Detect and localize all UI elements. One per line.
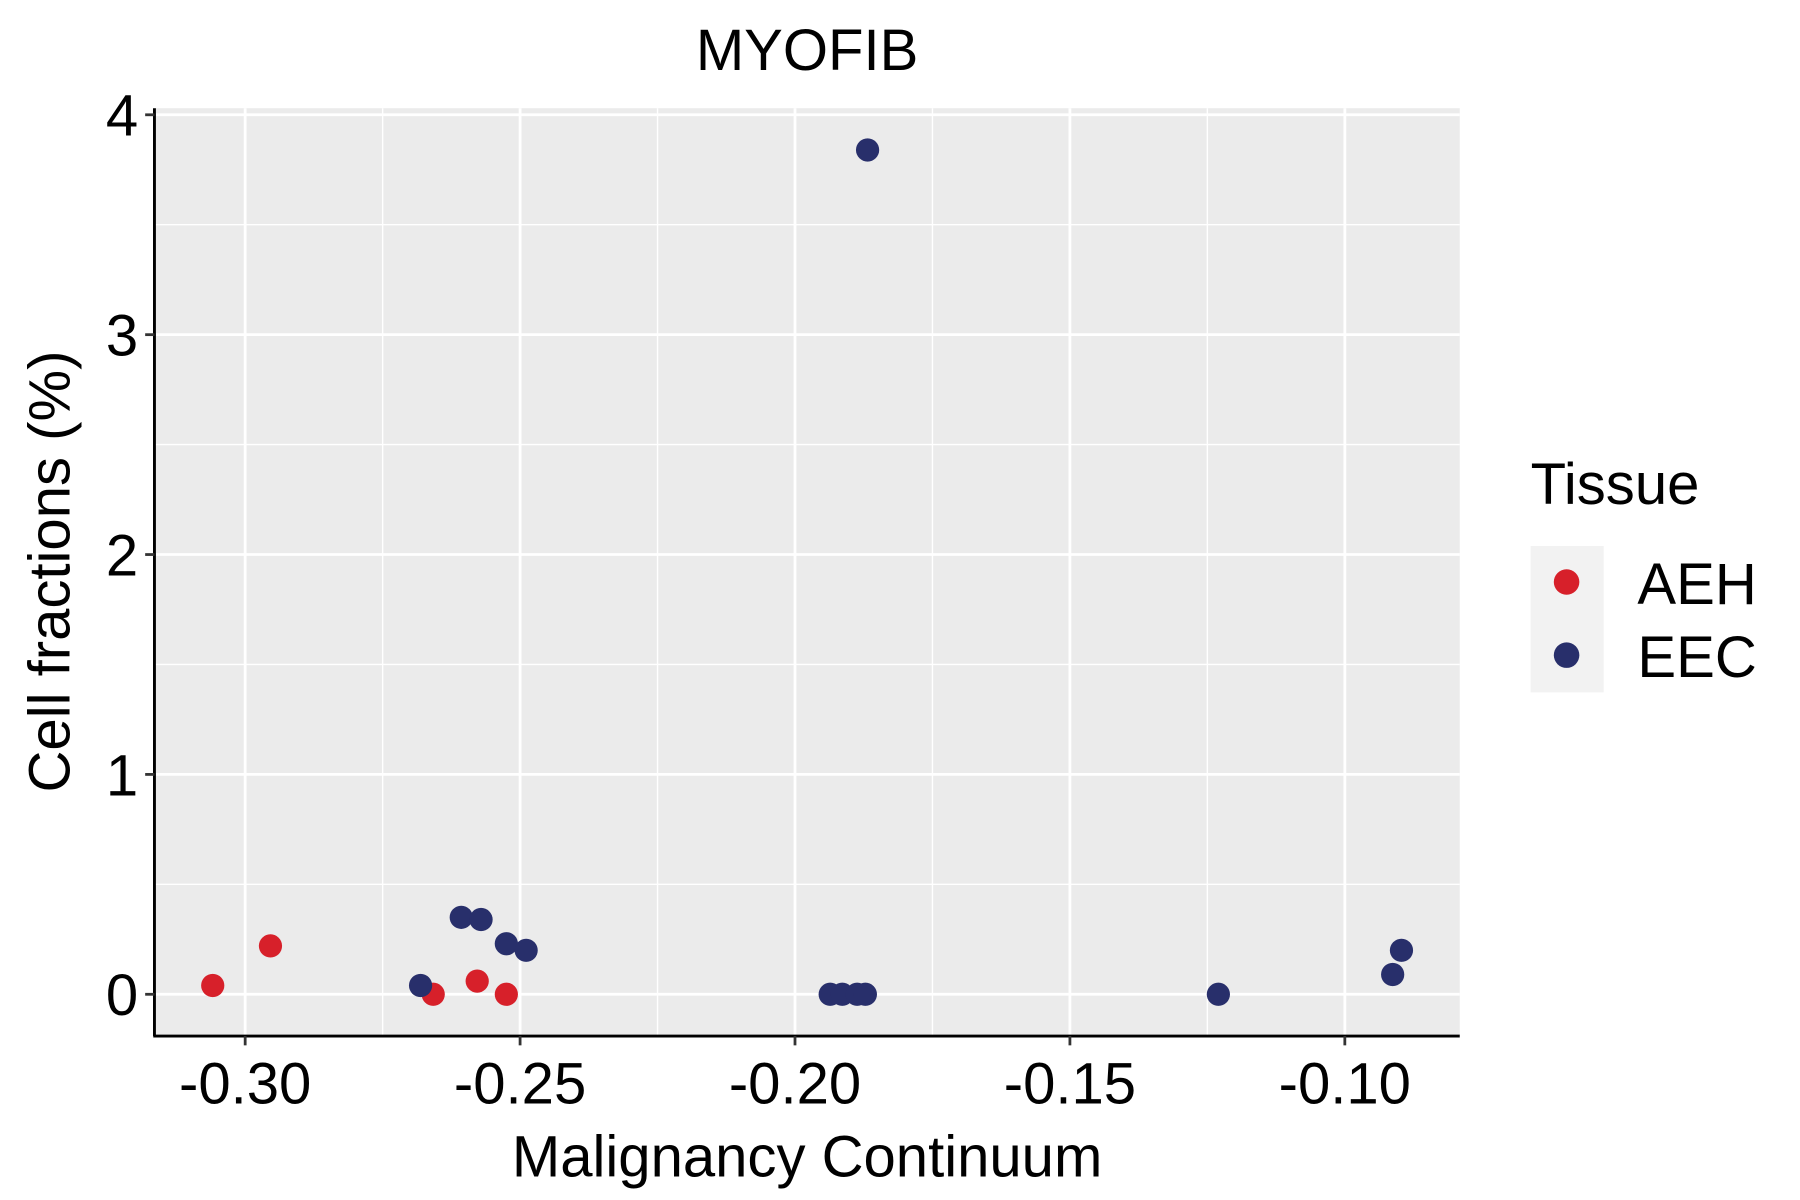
legend-key-aeh (1553, 569, 1580, 595)
point-aeh (258, 934, 283, 958)
point-eec (449, 905, 473, 929)
point-eec (408, 973, 433, 998)
point-eec (1389, 938, 1414, 962)
legend-label-eec: EEC (1637, 625, 1756, 690)
data-points (201, 138, 1414, 1006)
y-axis-label: Cell fractions (%) (18, 351, 83, 793)
point-aeh (201, 973, 225, 998)
axis-ticks: -0.30 -0.25 -0.20 -0.15 -0.10 0 1 2 3 4 (106, 84, 1411, 1117)
panel-background (154, 108, 1460, 1037)
y-tick-label: 4 (106, 84, 138, 149)
x-axis-label: Malignancy Continuum (512, 1125, 1102, 1190)
point-eec (1381, 962, 1405, 987)
x-tick-label: -0.25 (454, 1051, 586, 1116)
point-eec (855, 138, 880, 162)
legend: Tissue AEH EEC (1530, 452, 1757, 693)
legend-key-eec (1553, 642, 1580, 668)
point-eec (1206, 982, 1230, 1006)
point-aeh (465, 969, 489, 993)
x-tick-label: -0.10 (1279, 1051, 1411, 1116)
y-tick-label: 2 (106, 523, 138, 588)
y-tick-label: 3 (106, 304, 138, 369)
gridlines (154, 108, 1460, 1037)
x-tick-label: -0.30 (179, 1051, 311, 1116)
point-eec (494, 932, 518, 956)
point-aeh (494, 982, 518, 1006)
legend-title: Tissue (1531, 452, 1700, 517)
y-tick-label: 1 (106, 743, 138, 808)
point-eec (514, 938, 538, 962)
x-tick-label: -0.20 (729, 1051, 861, 1116)
y-tick-label: 0 (106, 963, 138, 1028)
legend-key-background (1530, 546, 1604, 693)
legend-label-aeh: AEH (1637, 552, 1756, 617)
point-eec (469, 907, 493, 932)
chart-title: MYOFIB (696, 18, 919, 83)
x-tick-label: -0.15 (1004, 1051, 1136, 1116)
point-eec (853, 982, 877, 1006)
